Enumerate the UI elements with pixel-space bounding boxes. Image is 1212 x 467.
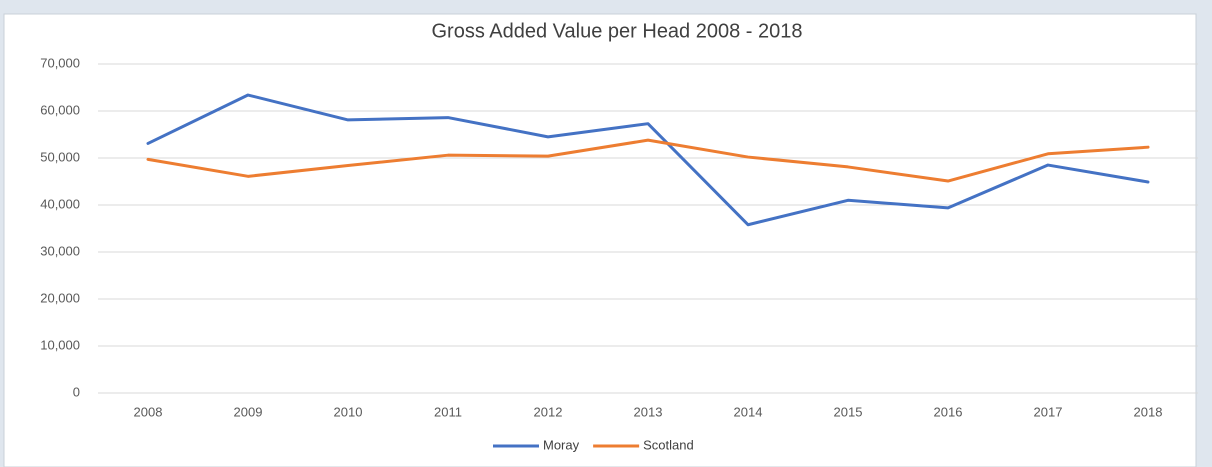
x-tick-label: 2018: [1134, 404, 1163, 419]
x-tick-label: 2010: [334, 404, 363, 419]
legend-label: Moray: [543, 437, 580, 452]
chart-title: Gross Added Value per Head 2008 - 2018: [432, 20, 803, 42]
y-tick-label: 50,000: [40, 149, 80, 164]
y-tick-label: 70,000: [40, 55, 80, 70]
x-tick-label: 2014: [734, 404, 763, 419]
x-tick-label: 2016: [934, 404, 963, 419]
x-tick-label: 2013: [634, 404, 663, 419]
y-tick-label: 60,000: [40, 102, 80, 117]
x-tick-label: 2012: [534, 404, 563, 419]
y-tick-label: 30,000: [40, 243, 80, 258]
series-line: [146, 138, 1150, 183]
x-tick-label: 2008: [134, 404, 163, 419]
legend-label: Scotland: [643, 437, 694, 452]
x-tick-label: 2015: [834, 404, 863, 419]
x-tick-label: 2017: [1034, 404, 1063, 419]
y-tick-label: 40,000: [40, 196, 80, 211]
chart-area: [3, 13, 1197, 467]
x-tick-label: 2011: [434, 404, 462, 419]
series-line: [146, 93, 1150, 227]
y-tick-label: 0: [73, 384, 80, 399]
y-tick-label: 10,000: [40, 337, 80, 352]
x-tick-label: 2009: [234, 404, 263, 419]
y-tick-label: 20,000: [40, 290, 80, 305]
